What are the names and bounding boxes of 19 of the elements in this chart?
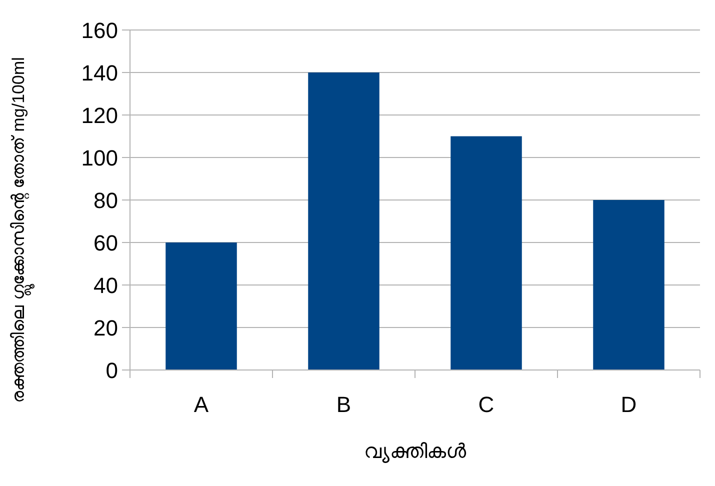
- bar: [593, 200, 664, 370]
- x-tick-label: C: [478, 392, 494, 417]
- bar: [308, 72, 380, 370]
- y-axis-title: രക്തത്തിലെ ഗ്ലൂക്കോസിന്റെ തോത് mg/100ml: [9, 57, 35, 403]
- y-tick-label: 120: [81, 103, 118, 128]
- y-tick-label: 40: [94, 273, 118, 298]
- bar: [166, 242, 237, 370]
- x-axis-title: വ്യക്തികൾ: [364, 441, 467, 463]
- y-tick-label: 80: [94, 188, 118, 213]
- y-tick-label: 160: [81, 18, 118, 43]
- y-tick-label: 100: [81, 146, 118, 170]
- y-tick-label: 140: [81, 60, 118, 86]
- bar: [450, 136, 522, 370]
- x-tick-label: A: [194, 392, 209, 417]
- y-tick-label: 20: [94, 316, 118, 340]
- y-tick-label: 60: [94, 230, 118, 256]
- x-tick-label: D: [620, 392, 637, 417]
- y-tick-label: 0: [106, 358, 118, 383]
- x-tick-label: B: [336, 392, 352, 417]
